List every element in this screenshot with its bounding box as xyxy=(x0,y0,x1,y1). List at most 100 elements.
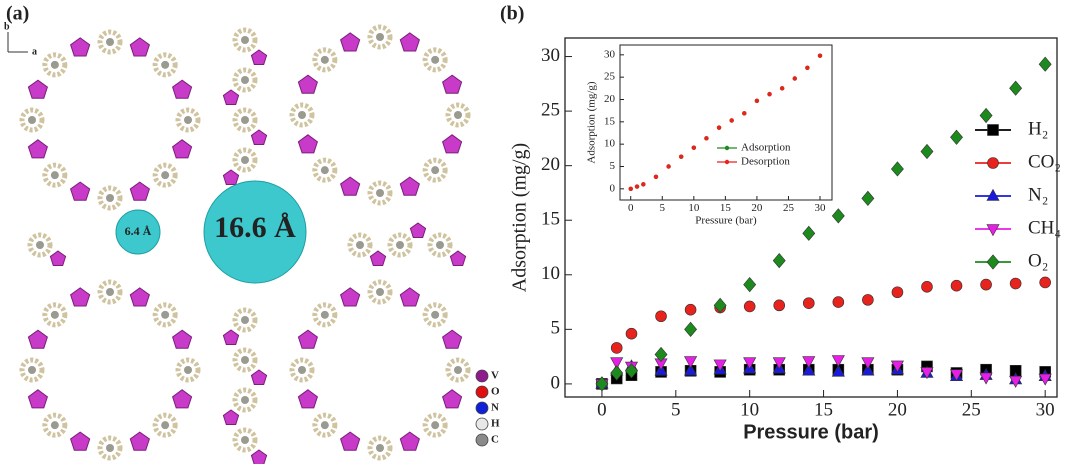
y-tick-label: 15 xyxy=(541,209,560,230)
ligand-ring xyxy=(232,307,258,333)
ligand-ring xyxy=(27,232,53,258)
ligand-ring xyxy=(232,27,258,53)
x-tick-label: 0 xyxy=(597,400,607,421)
marker xyxy=(625,363,638,379)
polyhedron xyxy=(172,329,193,349)
marker xyxy=(628,186,633,192)
ligand-ring xyxy=(42,302,68,328)
polyhedron xyxy=(70,181,91,201)
marker xyxy=(831,208,845,224)
polyhedron xyxy=(222,329,240,345)
panel-label: (b) xyxy=(500,3,524,25)
element-swatch xyxy=(475,417,489,431)
ligand-core xyxy=(376,189,384,197)
ligand-core xyxy=(36,241,44,249)
marker xyxy=(679,154,684,159)
x-tick-label: 30 xyxy=(815,202,827,214)
ligand-ring xyxy=(367,435,393,461)
polyhedron xyxy=(442,329,463,349)
marker xyxy=(921,280,933,293)
ligand-ring xyxy=(312,302,338,328)
y-tick-label: 30 xyxy=(604,48,616,60)
ligand-core xyxy=(396,241,404,249)
polyhedron xyxy=(70,431,91,451)
ligand-ring xyxy=(422,47,448,73)
ligand-ring xyxy=(312,412,338,438)
y-tick-label: 5 xyxy=(551,318,561,339)
polyhedron xyxy=(399,32,420,52)
plot-frame xyxy=(619,44,833,201)
panel-label: (a) xyxy=(6,3,29,25)
marker xyxy=(817,53,823,58)
ligand-core xyxy=(241,76,249,84)
y-tick-label: 0 xyxy=(551,372,561,393)
x-tick-label: 15 xyxy=(720,202,732,214)
ligand-core xyxy=(431,421,440,430)
y-tick-label: 0 xyxy=(610,182,616,194)
x-tick-label: 20 xyxy=(888,400,907,421)
ligand-core xyxy=(320,55,329,64)
ligand-core xyxy=(376,288,384,296)
marker xyxy=(742,111,747,116)
polyhedron xyxy=(250,449,268,464)
ligand-ring xyxy=(175,357,201,383)
ligand-ring xyxy=(42,162,68,188)
marker xyxy=(684,303,697,316)
marker xyxy=(724,159,730,165)
ligand-core xyxy=(454,366,462,374)
marker xyxy=(716,125,722,130)
x-tick-label: 25 xyxy=(783,202,795,214)
marker xyxy=(831,355,845,368)
marker xyxy=(743,357,757,370)
polyhedron xyxy=(369,250,387,266)
y-tick-label: 5 xyxy=(610,160,616,172)
ligand-core xyxy=(50,310,59,319)
element-swatch xyxy=(475,401,489,415)
y-tick-label: 10 xyxy=(541,263,560,284)
ligand-ring xyxy=(152,162,178,188)
marker xyxy=(950,129,963,145)
polyhedron xyxy=(172,139,193,159)
polyhedron xyxy=(129,37,150,57)
polyhedron xyxy=(222,169,240,185)
element-label: C xyxy=(491,434,499,446)
element-label: V xyxy=(491,370,499,382)
x-axis-label: Pressure (bar) xyxy=(743,421,879,443)
ligand-ring xyxy=(97,185,123,211)
element-swatch xyxy=(475,385,489,399)
x-tick-label: 15 xyxy=(814,400,833,421)
ligand-ring xyxy=(367,279,393,305)
ligand-ring xyxy=(232,387,258,413)
marker xyxy=(684,321,698,337)
ligand-core xyxy=(298,366,306,374)
marker xyxy=(979,107,993,124)
marker xyxy=(625,327,638,340)
marker xyxy=(986,224,1000,237)
ligand-ring xyxy=(152,52,178,78)
marker xyxy=(729,118,734,123)
marker xyxy=(634,184,640,189)
marker xyxy=(805,65,810,70)
marker xyxy=(655,310,667,323)
ligand-core xyxy=(161,171,170,180)
x-tick-label: 10 xyxy=(688,202,700,214)
y-tick-label: 20 xyxy=(541,154,560,175)
ligand-ring xyxy=(422,157,448,183)
polyhedron xyxy=(409,222,427,238)
ligand-core xyxy=(184,366,192,374)
ligand-core xyxy=(320,166,329,175)
marker xyxy=(704,136,709,141)
marker xyxy=(666,164,671,169)
marker xyxy=(862,294,874,306)
polyhedron xyxy=(27,79,48,99)
marker xyxy=(861,357,875,370)
marker xyxy=(891,286,904,299)
marker xyxy=(653,174,659,179)
ligand-ring xyxy=(427,232,453,258)
ligand-core xyxy=(356,241,364,249)
marker xyxy=(987,124,999,136)
marker xyxy=(595,376,609,392)
ligand-core xyxy=(50,60,59,69)
polyhedron xyxy=(250,129,268,145)
polyhedron xyxy=(449,250,467,266)
